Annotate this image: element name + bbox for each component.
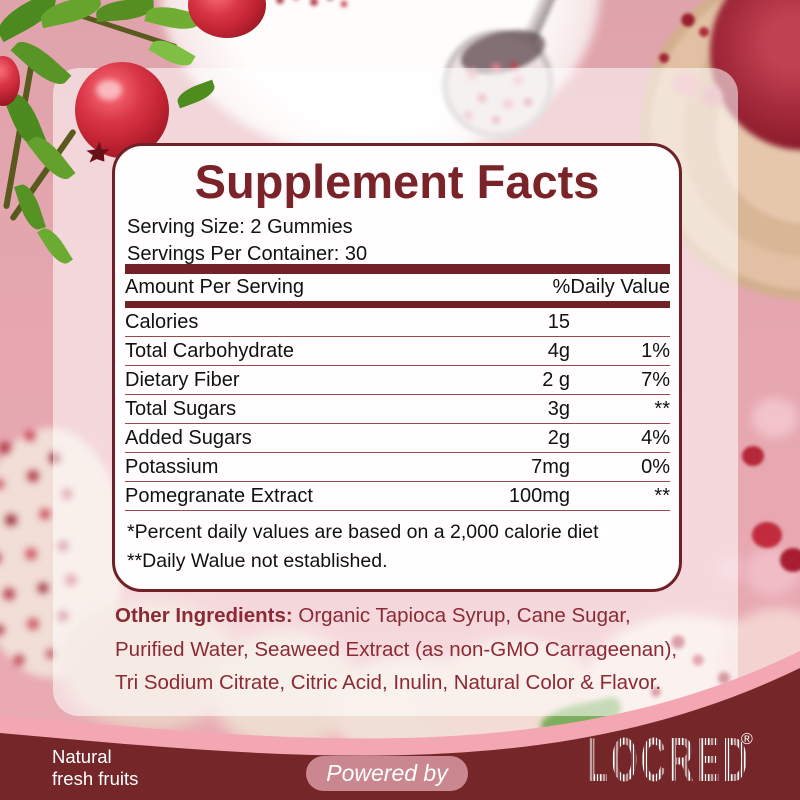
pomegranate-photo	[0, 56, 20, 106]
nutrient-row: Total Carbohydrate 4g 1%	[125, 337, 670, 366]
nutrient-row: Calories 15	[125, 308, 670, 337]
leaf-decoration	[148, 34, 196, 72]
seed-decoration	[742, 446, 764, 466]
amount-column-header: Amount Per Serving	[125, 276, 304, 298]
nutrient-row: Potassium 7mg 0%	[125, 453, 670, 482]
leaf-decoration	[14, 181, 46, 233]
leaf-decoration	[95, 0, 155, 22]
powered-by-pill: Powered by	[306, 756, 468, 791]
seed-decoration	[780, 548, 800, 572]
footnote-line: **Daily Walue not established.	[127, 550, 388, 572]
nutrient-amount: 4g	[547, 339, 570, 362]
nutrient-row: Total Sugars 3g **	[125, 395, 670, 424]
footnotes: *Percent daily values are based on a 2,0…	[127, 518, 599, 576]
brand-logo: LOCRED ®	[583, 725, 783, 795]
ingredients-line: Other Ingredients: Organic Tapioca Syrup…	[115, 599, 687, 633]
nutrient-name: Total Sugars	[125, 397, 237, 420]
tagline-line: Natural	[52, 746, 112, 767]
panel-title: Supplement Facts	[194, 155, 600, 208]
seeds-on-board	[650, 8, 720, 68]
serving-size-line: Serving Size: 2 Gummies	[127, 216, 353, 238]
supplement-facts-panel: Supplement Facts Serving Size: 2 Gummies…	[112, 143, 682, 592]
nutrient-dv: 0%	[641, 455, 670, 478]
tagline-line: fresh fruits	[52, 767, 139, 789]
nutrient-amount: 7mg	[531, 455, 570, 478]
registered-trademark-icon: ®	[741, 731, 753, 748]
nutrient-row: Dietary Fiber 2 g 7%	[125, 366, 670, 395]
footer-maroon-shape	[0, 668, 800, 800]
powered-by-text: Powered by	[326, 760, 448, 786]
nutrient-amount: 2g	[547, 426, 570, 449]
leaf-decoration	[0, 0, 62, 43]
nutrient-row: Pomegranate Extract 100mg **	[125, 482, 670, 511]
nutrient-dv: 7%	[641, 368, 670, 391]
seeds-decoration	[268, 0, 358, 22]
nutrient-dv: 4%	[641, 426, 670, 449]
nutrient-dv: **	[654, 397, 670, 420]
leaf-decoration	[38, 0, 104, 29]
seed-decoration	[752, 522, 782, 548]
column-header-row: Amount Per Serving %Daily Value	[125, 274, 670, 301]
branch-decoration	[3, 60, 35, 210]
nutrient-name: Added Sugars	[125, 426, 252, 449]
leaf-decoration	[144, 1, 202, 35]
nutrient-name: Potassium	[125, 455, 219, 478]
nutrition-table: Amount Per Serving %Daily Value Calories…	[125, 264, 670, 511]
thick-rule	[125, 264, 670, 274]
nutrient-amount: 15	[547, 310, 570, 333]
ingredients-text: Organic Tapioca Syrup, Cane Sugar,	[292, 604, 631, 627]
nutrient-dv: **	[654, 484, 670, 507]
brand-name: LOCRED	[587, 725, 751, 796]
nutrient-name: Pomegranate Extract	[125, 484, 313, 507]
thick-rule	[125, 301, 670, 308]
nutrient-name: Calories	[125, 310, 199, 333]
petal-decoration	[744, 548, 800, 596]
pomegranate-photo	[188, 0, 266, 38]
footer-swoosh	[0, 651, 800, 800]
footer-tagline: Natural fresh fruits	[52, 746, 138, 789]
nutrient-row: Added Sugars 2g 4%	[125, 424, 670, 453]
nutrient-name: Dietary Fiber	[125, 368, 240, 391]
ingredients-label: Other Ingredients:	[115, 604, 293, 627]
servings-per-container-line: Servings Per Container: 30	[127, 243, 368, 265]
spoon-handle	[514, 0, 561, 60]
footnote-line: *Percent daily values are based on a 2,0…	[127, 521, 599, 543]
nutrient-name: Total Carbohydrate	[125, 339, 294, 362]
nutrient-amount: 100mg	[508, 484, 570, 507]
nutrient-amount: 3g	[547, 397, 570, 420]
leaf-decoration	[3, 88, 47, 152]
nutrient-amount: 2 g	[542, 368, 570, 391]
branch-decoration	[62, 7, 178, 50]
nutrient-dv: 1%	[641, 339, 670, 362]
petal-decoration	[752, 398, 798, 438]
daily-value-column-header: %Daily Value	[552, 276, 670, 298]
